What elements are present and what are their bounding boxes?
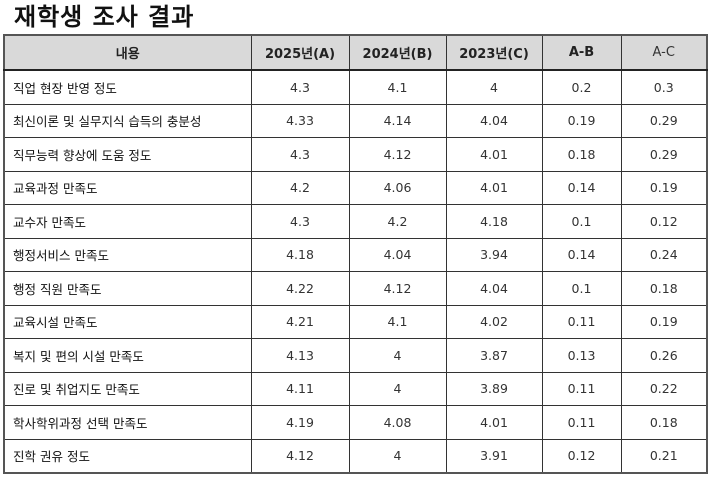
cell-2025: 4.12: [250, 438, 350, 474]
cell-a-minus-c: 0.21: [620, 438, 708, 474]
row-item-label: 진학 권유 정도: [3, 438, 252, 474]
cell-2025: 4.3: [250, 204, 350, 239]
table-row: 교육시설 만족도 4.21 4.1 4.02 0.11 0.19: [3, 304, 708, 339]
cell-a-minus-c: 0.18: [620, 271, 708, 306]
row-item-label: 복지 및 편의 시설 만족도: [3, 338, 252, 373]
cell-2024: 4: [348, 338, 447, 373]
row-item-label: 교육과정 만족도: [3, 170, 252, 205]
cell-2025: 4.11: [250, 371, 350, 406]
table-row: 진로 및 취업지도 만족도 4.11 4 3.89 0.11 0.22: [3, 371, 708, 406]
cell-2024: 4.12: [348, 137, 447, 172]
cell-2025: 4.33: [250, 103, 350, 138]
page-title: 재학생 조사 결과: [14, 3, 195, 31]
survey-results-table: 내용 2025년(A) 2024년(B) 2023년(C) A-B A-C 직업…: [3, 34, 708, 474]
column-header-2025: 2025년(A): [250, 34, 350, 71]
cell-a-minus-c: 0.19: [620, 170, 708, 205]
cell-2025: 4.3: [250, 69, 350, 105]
cell-2025: 4.19: [250, 405, 350, 440]
row-item-label: 행정서비스 만족도: [3, 237, 252, 272]
cell-2024: 4.1: [348, 304, 447, 339]
cell-2024: 4.2: [348, 204, 447, 239]
table-row: 교수자 만족도 4.3 4.2 4.18 0.1 0.12: [3, 204, 708, 239]
table-header-row: 내용 2025년(A) 2024년(B) 2023년(C) A-B A-C: [3, 34, 708, 71]
table-row: 행정서비스 만족도 4.18 4.04 3.94 0.14 0.24: [3, 237, 708, 272]
cell-a-minus-b: 0.1: [541, 204, 622, 239]
column-header-a-minus-b: A-B: [541, 34, 622, 71]
row-item-label: 교수자 만족도: [3, 204, 252, 239]
table-row: 교육과정 만족도 4.2 4.06 4.01 0.14 0.19: [3, 170, 708, 205]
cell-2024: 4: [348, 371, 447, 406]
row-item-label: 최신이론 및 실무지식 습득의 충분성: [3, 103, 252, 138]
cell-a-minus-b: 0.11: [541, 304, 622, 339]
row-item-label: 직무능력 향상에 도움 정도: [3, 137, 252, 172]
cell-a-minus-c: 0.19: [620, 304, 708, 339]
cell-2024: 4.06: [348, 170, 447, 205]
cell-a-minus-b: 0.2: [541, 69, 622, 105]
cell-2025: 4.13: [250, 338, 350, 373]
table-row: 행정 직원 만족도 4.22 4.12 4.04 0.1 0.18: [3, 271, 708, 306]
cell-2024: 4.04: [348, 237, 447, 272]
cell-a-minus-b: 0.11: [541, 405, 622, 440]
table-row: 최신이론 및 실무지식 습득의 충분성 4.33 4.14 4.04 0.19 0.29: [3, 103, 708, 138]
cell-a-minus-c: 0.12: [620, 204, 708, 239]
cell-a-minus-c: 0.24: [620, 237, 708, 272]
cell-2025: 4.18: [250, 237, 350, 272]
cell-2023: 3.91: [445, 438, 543, 474]
cell-2023: 4.02: [445, 304, 543, 339]
column-header-item: 내용: [3, 34, 252, 71]
cell-a-minus-c: 0.29: [620, 137, 708, 172]
cell-2023: 4.01: [445, 137, 543, 172]
cell-a-minus-b: 0.14: [541, 170, 622, 205]
cell-2024: 4: [348, 438, 447, 474]
cell-2024: 4.12: [348, 271, 447, 306]
table-row: 직업 현장 반영 정도 4.3 4.1 4 0.2 0.3: [3, 69, 708, 105]
cell-2025: 4.22: [250, 271, 350, 306]
row-item-label: 직업 현장 반영 정도: [3, 69, 252, 105]
cell-2023: 4.18: [445, 204, 543, 239]
cell-2023: 4.01: [445, 170, 543, 205]
cell-2023: 4.01: [445, 405, 543, 440]
row-item-label: 진로 및 취업지도 만족도: [3, 371, 252, 406]
cell-a-minus-b: 0.14: [541, 237, 622, 272]
cell-2024: 4.08: [348, 405, 447, 440]
cell-a-minus-b: 0.1: [541, 271, 622, 306]
cell-2024: 4.14: [348, 103, 447, 138]
cell-a-minus-b: 0.11: [541, 371, 622, 406]
cell-2024: 4.1: [348, 69, 447, 105]
cell-a-minus-b: 0.18: [541, 137, 622, 172]
cell-2023: 4: [445, 69, 543, 105]
cell-2025: 4.2: [250, 170, 350, 205]
row-item-label: 학사학위과정 선택 만족도: [3, 405, 252, 440]
table-row: 복지 및 편의 시설 만족도 4.13 4 3.87 0.13 0.26: [3, 338, 708, 373]
cell-2023: 3.89: [445, 371, 543, 406]
table-row: 진학 권유 정도 4.12 4 3.91 0.12 0.21: [3, 438, 708, 474]
cell-2025: 4.3: [250, 137, 350, 172]
cell-2023: 3.94: [445, 237, 543, 272]
cell-2025: 4.21: [250, 304, 350, 339]
cell-a-minus-c: 0.3: [620, 69, 708, 105]
cell-a-minus-b: 0.12: [541, 438, 622, 474]
column-header-a-minus-c: A-C: [620, 34, 708, 71]
cell-a-minus-c: 0.29: [620, 103, 708, 138]
table-row: 학사학위과정 선택 만족도 4.19 4.08 4.01 0.11 0.18: [3, 405, 708, 440]
cell-a-minus-b: 0.19: [541, 103, 622, 138]
row-item-label: 행정 직원 만족도: [3, 271, 252, 306]
cell-a-minus-c: 0.22: [620, 371, 708, 406]
column-header-2023: 2023년(C): [445, 34, 543, 71]
column-header-2024: 2024년(B): [348, 34, 447, 71]
row-item-label: 교육시설 만족도: [3, 304, 252, 339]
cell-2023: 4.04: [445, 271, 543, 306]
cell-2023: 3.87: [445, 338, 543, 373]
cell-2023: 4.04: [445, 103, 543, 138]
table-row: 직무능력 향상에 도움 정도 4.3 4.12 4.01 0.18 0.29: [3, 137, 708, 172]
cell-a-minus-c: 0.26: [620, 338, 708, 373]
cell-a-minus-b: 0.13: [541, 338, 622, 373]
cell-a-minus-c: 0.18: [620, 405, 708, 440]
